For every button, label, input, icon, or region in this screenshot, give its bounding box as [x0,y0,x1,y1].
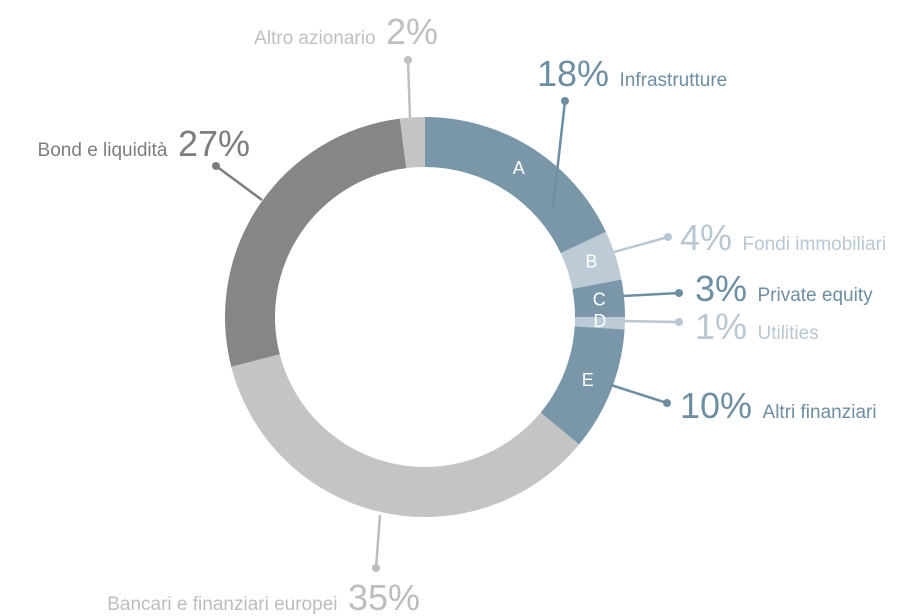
leader-line [406,59,412,119]
slice-letter: D [593,311,606,331]
slice-label: 10% Altri finanziari [680,385,877,426]
donut-slice [425,117,606,254]
slice-label: 1% Utilities [695,306,819,347]
leader-line [610,383,668,405]
category-name: Private equity [757,285,873,306]
leader-dot [561,97,569,105]
leader-line [215,164,263,202]
value-label: 10% [680,385,752,426]
value-label: 18% [537,53,609,94]
slice-label: 18% Infrastrutture [537,53,727,94]
leader-line [551,100,567,209]
value-label: 35% [348,577,420,616]
donut-slice [225,118,407,367]
leader-dot [675,318,683,326]
donut-slice [574,317,625,330]
donut-slice [231,354,580,517]
value-label: 2% [386,11,438,52]
leader-dot [372,564,380,572]
slice-letter: A [513,158,525,178]
category-name: Fondi immobiliari [742,234,886,255]
category-name: Altri finanziari [763,402,877,423]
category-name: Infrastrutture [620,70,728,91]
value-label: 27% [178,123,250,164]
slice-label: Bancari e finanziari europei 35% [107,577,420,616]
slice-letter: B [585,252,597,272]
slice-letter: E [582,370,594,390]
leader-dot [212,162,220,170]
value-label: 4% [680,217,732,258]
value-label: 1% [695,306,747,347]
slice-label: 4% Fondi immobiliari [680,217,886,258]
category-name: Altro azionario [254,28,375,49]
leader-dot [404,56,412,64]
donut-slice [560,231,622,289]
leader-dot [675,289,683,297]
leader-line [374,514,382,569]
category-name: Utilities [757,323,818,344]
leader-line [622,319,680,324]
leader-line [622,291,680,298]
donut-slice [572,279,625,317]
value-label: 3% [695,268,747,309]
category-name: Bancari e finanziari europei [107,594,337,615]
slice-label: 3% Private equity [695,268,873,309]
category-name: Bond e liquidità [38,140,168,161]
leader-dot [663,399,671,407]
slice-letter: C [593,289,606,309]
slice-label: Bond e liquidità 27% [38,123,250,164]
donut-slice [399,117,425,169]
donut-slice [540,326,625,445]
leader-dot [664,233,672,241]
slice-label: Altro azionario 2% [254,11,438,52]
leader-line [613,235,669,254]
